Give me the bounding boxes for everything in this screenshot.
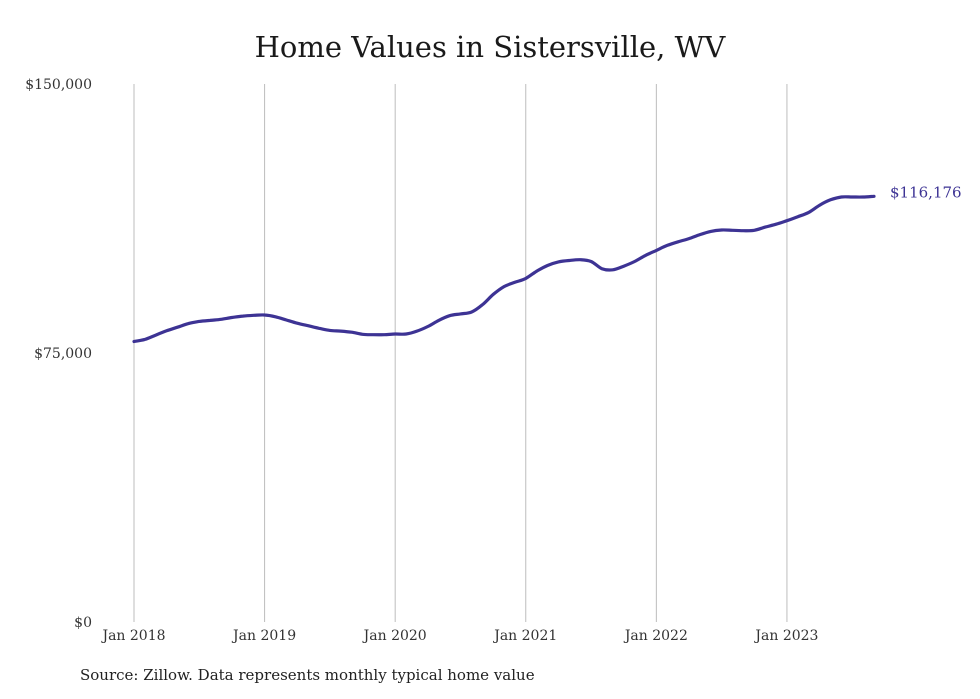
y-tick-label: $150,000	[25, 77, 92, 93]
x-tick-label: Jan 2018	[100, 628, 165, 644]
series-layer: $116,176	[132, 183, 962, 344]
y-axis-ticks: $0 $75,000 $150,000	[25, 77, 92, 631]
x-tick-label: Jan 2019	[231, 628, 296, 644]
grid-lines	[133, 84, 788, 622]
y-tick-label: $75,000	[34, 346, 92, 362]
x-axis-ticks: Jan 2018 Jan 2019 Jan 2020 Jan 2021 Jan 2022…	[100, 628, 818, 644]
chart-title: Home Values in Sistersville, WV	[254, 30, 726, 64]
source-note: Source: Zillow. Data represents monthly …	[80, 666, 535, 684]
series-line	[132, 194, 876, 344]
end-value-label: $116,176	[890, 183, 962, 201]
x-tick-label: Jan 2023	[753, 628, 818, 644]
x-tick-label: Jan 2021	[492, 628, 557, 644]
y-tick-label: $0	[74, 615, 92, 631]
x-tick-label: Jan 2020	[362, 628, 427, 644]
x-tick-label: Jan 2022	[623, 628, 688, 644]
